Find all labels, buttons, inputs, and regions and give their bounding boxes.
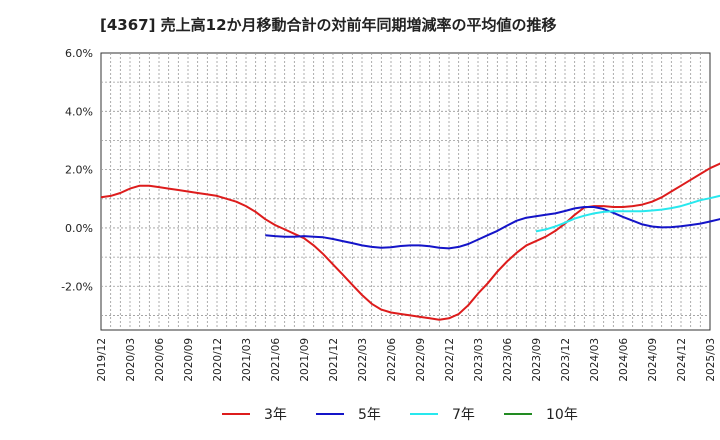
series-line-3年 bbox=[100, 162, 720, 321]
x-axis-ticks: 2019/12 2020/03 2020/06 2020/09 2020/12 2021/… bbox=[96, 338, 717, 382]
x-tick-label: 2024/12 bbox=[676, 338, 688, 382]
x-tick-label: 2025/03 bbox=[705, 338, 717, 382]
x-tick-label: 2022/12 bbox=[444, 338, 456, 382]
y-tick-label: 4.0% bbox=[65, 105, 93, 118]
y-tick-label: 0.0% bbox=[65, 222, 93, 235]
x-tick-label: 2019/12 bbox=[96, 338, 108, 382]
y-tick-label: -2.0% bbox=[61, 280, 93, 293]
x-tick-label: 2022/06 bbox=[386, 338, 398, 382]
y-axis-ticks: 6.0% 4.0% 2.0% 0.0% -2.0% bbox=[61, 47, 93, 293]
x-tick-label: 2021/09 bbox=[299, 338, 311, 382]
x-tick-label: 2020/06 bbox=[154, 338, 166, 382]
x-tick-label: 2022/03 bbox=[357, 338, 369, 382]
legend: 3年 5年 7年 10年 bbox=[222, 407, 578, 423]
chart-title: [4367] 売上高12か月移動合計の対前年同期増減率の平均値の推移 bbox=[100, 16, 557, 34]
x-tick-label: 2021/06 bbox=[270, 338, 282, 382]
legend-label: 5年 bbox=[358, 407, 381, 423]
x-tick-label: 2020/09 bbox=[183, 338, 195, 382]
legend-label: 10年 bbox=[546, 407, 578, 423]
legend-label: 3年 bbox=[264, 407, 287, 423]
x-tick-label: 2024/03 bbox=[589, 338, 601, 382]
y-tick-label: 2.0% bbox=[65, 164, 93, 177]
y-tick-label: 6.0% bbox=[65, 47, 93, 60]
series-lines bbox=[100, 162, 720, 321]
x-tick-label: 2021/12 bbox=[328, 338, 340, 382]
x-tick-label: 2023/06 bbox=[502, 338, 514, 382]
x-tick-label: 2020/12 bbox=[212, 338, 224, 382]
x-tick-label: 2023/09 bbox=[531, 338, 543, 382]
x-tick-label: 2024/06 bbox=[618, 338, 630, 382]
x-tick-label: 2024/09 bbox=[647, 338, 659, 382]
x-tick-label: 2020/03 bbox=[125, 338, 137, 382]
series-line-5年 bbox=[265, 206, 720, 250]
x-tick-label: 2023/12 bbox=[560, 338, 572, 382]
plot-area bbox=[100, 52, 711, 331]
x-tick-label: 2021/03 bbox=[241, 338, 253, 382]
legend-label: 7年 bbox=[452, 407, 475, 423]
x-tick-label: 2023/03 bbox=[473, 338, 485, 382]
x-tick-label: 2022/09 bbox=[415, 338, 427, 382]
series-line-7年 bbox=[535, 194, 720, 233]
